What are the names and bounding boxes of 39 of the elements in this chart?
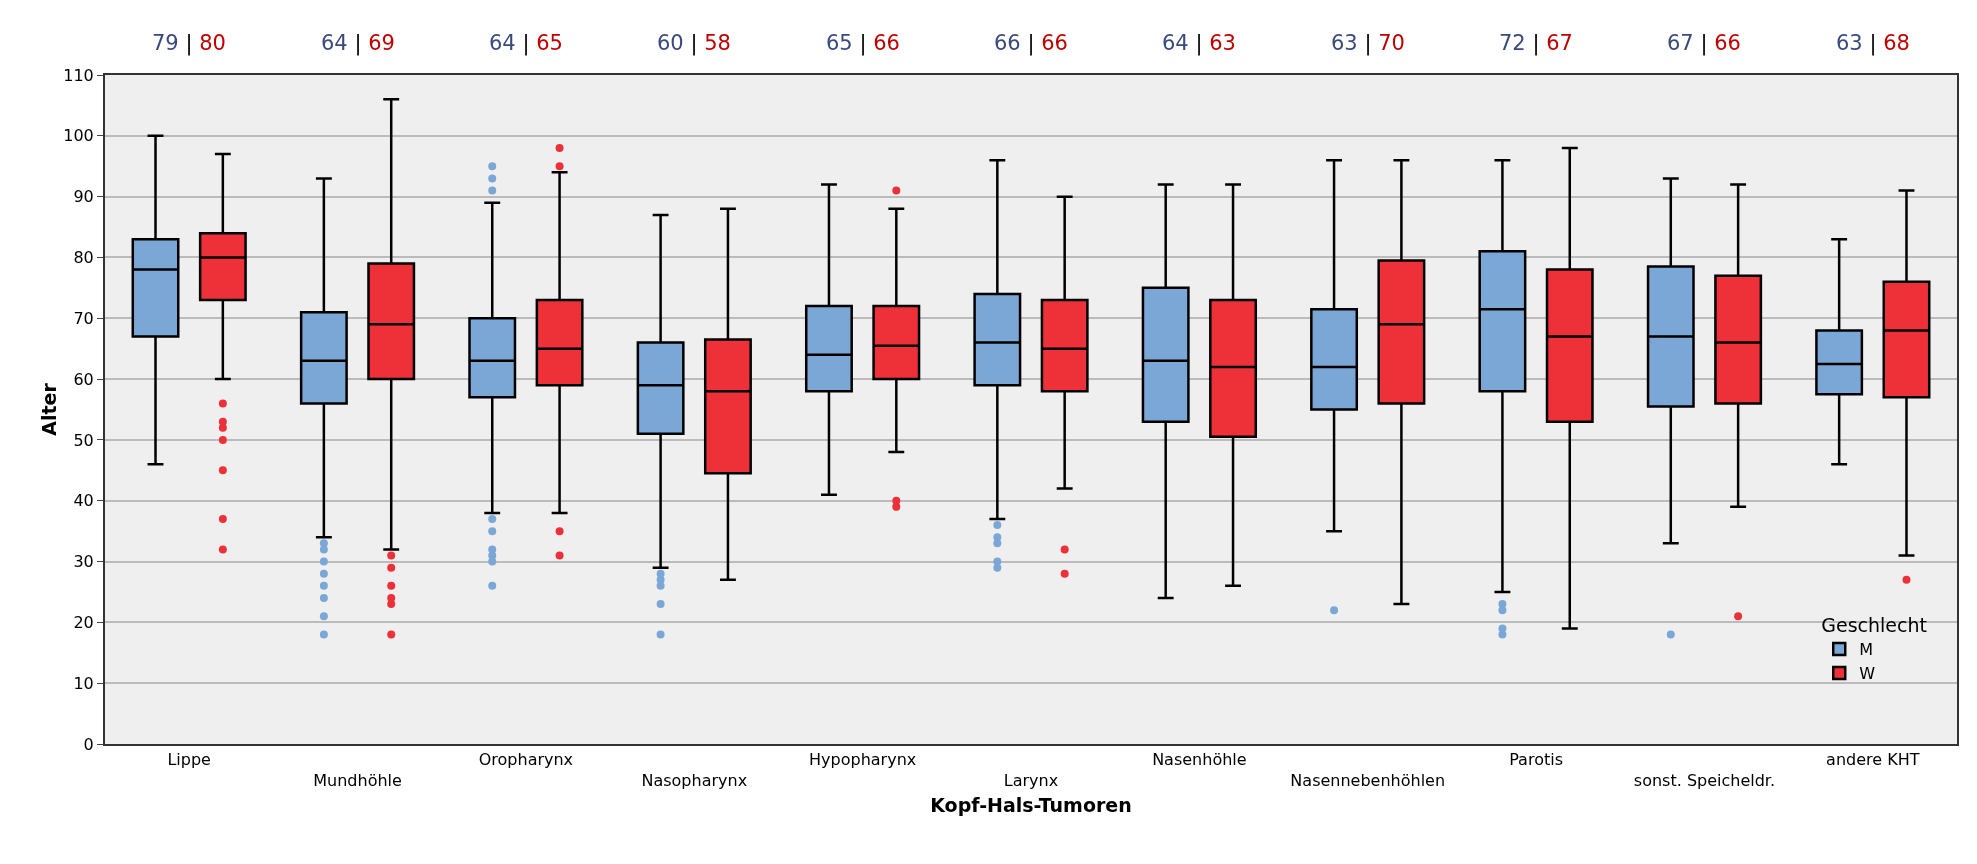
- x-tick-label: Nasopharynx: [641, 771, 748, 790]
- x-tick-label: Nasenhöhle: [1152, 750, 1247, 770]
- y-tick-label: 40: [73, 491, 94, 511]
- y-tick-label: 110: [63, 65, 94, 85]
- legend-label: W: [1859, 664, 1876, 684]
- x-tick-label: Lippe: [167, 750, 211, 770]
- text: 66 | 66: [994, 31, 1068, 56]
- x-tick-label: Larynx: [1003, 771, 1059, 790]
- y-tick-label: 80: [73, 248, 94, 268]
- text: 63 | 68: [1836, 31, 1910, 56]
- y-tick-label: 90: [73, 187, 94, 207]
- text: 60 | 58: [657, 31, 731, 56]
- x-tick-label: Nasennebenhöhlen: [1290, 771, 1446, 790]
- x-axis-title: Kopf-Hals-Tumoren: [930, 794, 1132, 816]
- text: 65 | 66: [826, 31, 900, 56]
- x-tick-label: sonst. Speicheldr.: [1633, 771, 1776, 790]
- y-axis-title: Alter: [38, 382, 60, 436]
- y-tick-label: 70: [73, 308, 94, 328]
- legend-label: M: [1859, 640, 1874, 660]
- text: 79 | 80: [152, 31, 226, 56]
- x-tick-label: Parotis: [1509, 750, 1563, 770]
- x-tick-label: Hypopharynx: [809, 750, 917, 770]
- text: 64 | 65: [489, 31, 563, 56]
- x-tick-label: andere KHT: [1826, 750, 1920, 770]
- x-tick-label: Mundhöhle: [313, 771, 402, 790]
- text: 64 | 69: [321, 31, 395, 56]
- y-tick-label: 100: [63, 126, 94, 146]
- legend-title: Geschlecht: [1821, 614, 1927, 637]
- text: 67 | 66: [1667, 31, 1741, 56]
- x-tick-label: Oropharynx: [478, 750, 574, 770]
- y-tick-label: 50: [73, 430, 94, 450]
- text: 72 | 67: [1499, 31, 1573, 56]
- y-tick-label: 10: [73, 673, 94, 693]
- text: 63 | 70: [1331, 31, 1405, 56]
- text: 64 | 63: [1162, 31, 1236, 56]
- y-tick-label: 20: [73, 612, 94, 632]
- y-tick-label: 60: [73, 369, 94, 389]
- y-tick-label: 30: [73, 552, 94, 572]
- y-tick-label: 0: [83, 734, 94, 754]
